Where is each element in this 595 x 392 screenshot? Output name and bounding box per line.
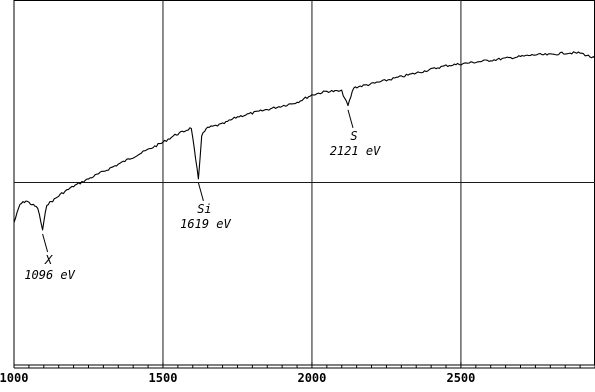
x-tick-label: 2000	[297, 371, 326, 385]
peak-element-label: Si	[197, 202, 211, 216]
x-axis: 1000 1500 2000 2500	[0, 362, 595, 385]
x-tick-label: 2500	[446, 371, 475, 385]
peak-energy-label: 2121 eV	[330, 144, 381, 158]
peak-energy-label: 1096 eV	[24, 268, 75, 282]
peak-leader-line	[42, 233, 49, 253]
peak-energy-label: 1619 eV	[180, 217, 231, 231]
series-layer	[13, 51, 595, 231]
peak-leader-line	[347, 109, 354, 128]
x-tick-label: 1500	[149, 371, 178, 385]
x-tick-label: 1000	[0, 371, 28, 385]
grid-lines	[14, 0, 595, 365]
peak-element-label: S	[350, 129, 357, 143]
peak-leader-line	[197, 182, 204, 201]
spectrum-line	[13, 51, 595, 231]
peak-element-label: X	[44, 253, 53, 267]
